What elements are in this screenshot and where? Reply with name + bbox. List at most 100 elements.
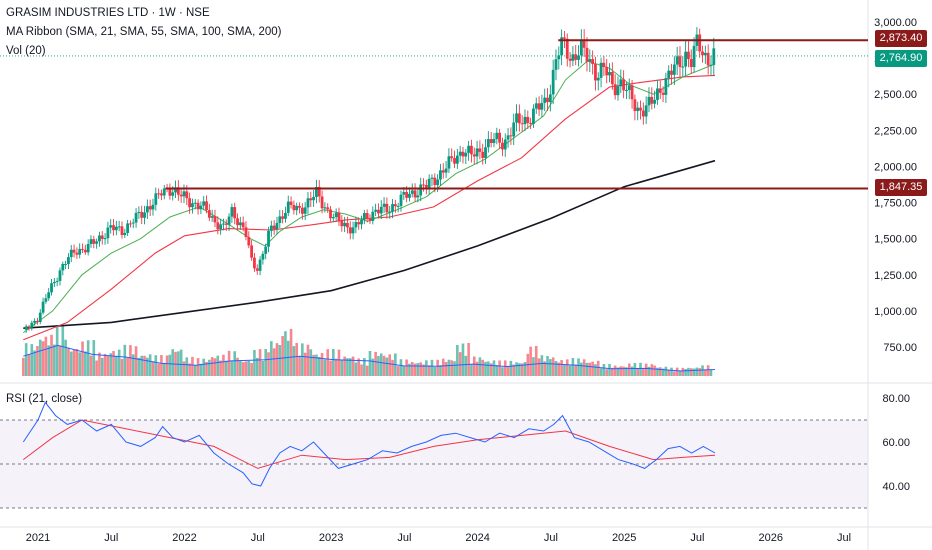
rsi-legend[interactable]: RSI (21, close)	[6, 393, 83, 405]
candle-body	[664, 78, 668, 95]
volume-bar	[334, 358, 338, 376]
volume-bar	[258, 349, 262, 376]
volume-bar	[495, 365, 499, 376]
volume-bar	[588, 362, 592, 376]
time-tick-label: 2021	[26, 532, 50, 544]
candle-body	[613, 84, 617, 96]
volume-bar	[323, 359, 327, 376]
candle-body	[470, 145, 473, 155]
volume-bar	[520, 363, 524, 376]
volume-bar	[117, 349, 121, 376]
volume-bar	[315, 354, 318, 376]
volume-bar	[286, 340, 290, 376]
volume-bar	[701, 365, 704, 376]
volume-bar	[554, 361, 558, 376]
candle-body	[112, 225, 115, 231]
volume-legend[interactable]: Vol (20)	[6, 45, 46, 57]
volume-bar	[549, 359, 552, 376]
sma-55-line	[23, 74, 716, 341]
candle-body	[326, 207, 330, 210]
candle-body	[582, 40, 586, 48]
candle-body	[331, 217, 335, 219]
volume-bar	[115, 355, 118, 376]
candle-body	[100, 235, 104, 239]
candle-body	[174, 187, 177, 193]
volume-bar	[512, 364, 516, 376]
candle-body	[709, 64, 713, 66]
volume-bar	[346, 358, 349, 376]
candle-body	[306, 198, 310, 208]
candle-body	[610, 72, 614, 85]
volume-bar	[131, 354, 135, 376]
candle-body	[269, 225, 273, 231]
volume-bar	[681, 367, 685, 376]
volume-bar	[98, 352, 101, 376]
volume-bar	[22, 357, 25, 376]
volume-bar	[312, 354, 315, 376]
candle-body	[486, 139, 490, 148]
volume-bar	[571, 358, 575, 376]
candle-body	[546, 97, 549, 103]
volume-bar	[410, 362, 414, 376]
volume-bar	[439, 365, 442, 376]
candle-body	[408, 193, 411, 198]
candle-body	[303, 207, 307, 214]
candle-body	[236, 218, 239, 226]
candle-body	[75, 252, 79, 255]
volume-bar	[453, 361, 456, 376]
candle-body	[193, 202, 197, 204]
volume-bar	[396, 366, 400, 376]
candle-body	[393, 204, 397, 207]
candle-body	[517, 113, 521, 124]
candle-body	[357, 222, 361, 225]
volume-bar	[413, 363, 417, 376]
candle-body	[439, 170, 442, 180]
volume-bar	[284, 331, 287, 376]
candle-body	[594, 64, 597, 81]
candle-body	[191, 203, 194, 208]
volume-bar	[557, 362, 561, 376]
volume-bar	[185, 357, 189, 376]
volume-bar	[622, 366, 625, 376]
volume-bar	[244, 361, 248, 376]
candle-body	[706, 52, 710, 66]
volume-bar	[50, 334, 53, 376]
candle-body	[701, 51, 704, 56]
candle-body	[89, 239, 93, 245]
price-tick-label: 1,750.00	[874, 198, 917, 210]
candle-body	[250, 245, 254, 258]
candle-body	[145, 206, 149, 213]
volume-bar	[636, 368, 640, 376]
ma-ribbon-legend[interactable]: MA Ribbon (SMA, 21, SMA, 55, SMA, 100, S…	[6, 26, 282, 38]
candle-body	[630, 85, 634, 100]
candle-body	[402, 192, 406, 195]
volume-bar	[591, 361, 594, 376]
candle-body	[320, 196, 324, 209]
volume-bar	[540, 355, 544, 376]
volume-bar	[656, 367, 659, 376]
candle-body	[207, 210, 211, 218]
candle-body	[182, 191, 186, 197]
volume-bar	[608, 364, 611, 376]
candle-body	[703, 52, 707, 56]
volume-bar	[399, 359, 403, 376]
candle-body	[188, 198, 192, 208]
candle-body	[484, 147, 487, 158]
rsi-ma-line	[23, 419, 716, 469]
candle-body	[670, 70, 673, 75]
candle-body	[286, 201, 290, 213]
volume-bar	[574, 364, 578, 376]
volume-bar	[664, 366, 668, 376]
volume-bar	[365, 365, 369, 376]
candle-body	[585, 47, 589, 62]
candle-body	[255, 268, 259, 271]
candle-body	[599, 62, 603, 78]
volume-bar	[613, 365, 617, 376]
volume-bar	[103, 353, 107, 376]
volume-bar	[78, 352, 82, 376]
candle-body	[687, 51, 690, 60]
candle-body	[162, 188, 166, 196]
volume-bar	[227, 350, 231, 376]
candle-body	[86, 244, 90, 253]
